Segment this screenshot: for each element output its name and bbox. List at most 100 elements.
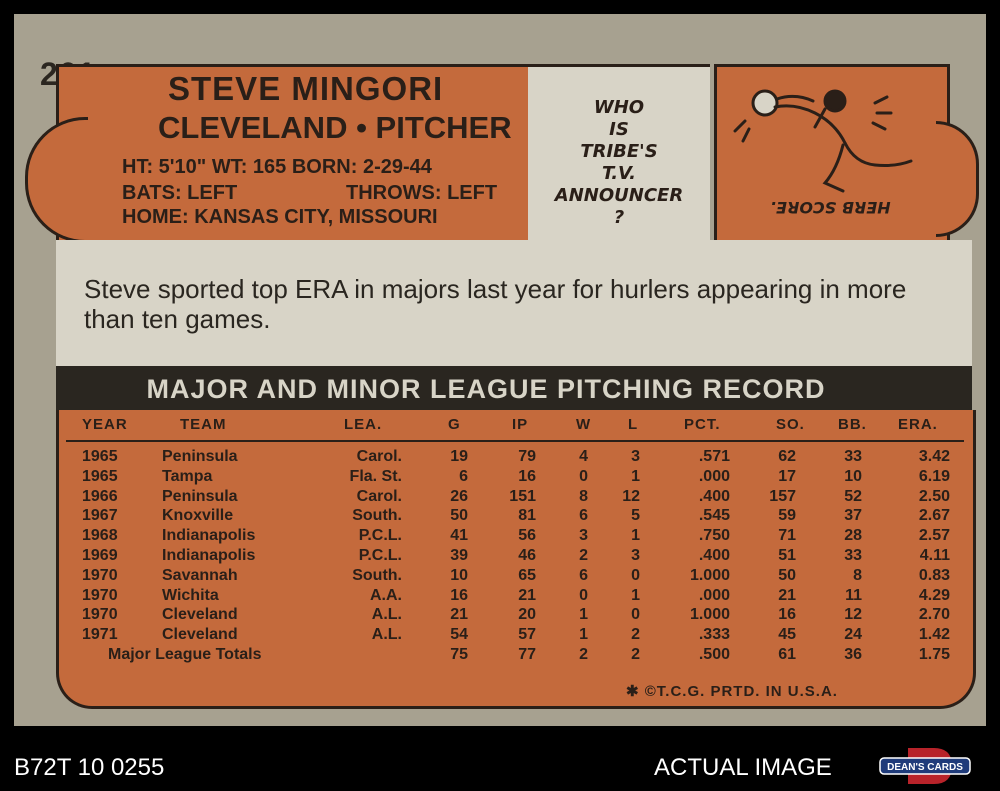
cell-year: 1965: [82, 448, 118, 465]
bats: BATS: LEFT: [122, 182, 238, 204]
cell-walks: 8: [853, 566, 862, 584]
cell-losses: 5: [631, 507, 640, 525]
record-title: MAJOR AND MINOR LEAGUE PITCHING RECORD: [146, 374, 826, 404]
cell-strikeouts: 50: [778, 566, 796, 584]
cell-wins: 4: [579, 448, 588, 465]
cell-league: South.: [352, 566, 402, 584]
header-divider: [66, 440, 964, 442]
cell-innings: 16: [518, 467, 536, 485]
cell-wins: 1: [579, 626, 588, 644]
cell-year: 1969: [82, 547, 118, 564]
cell-league: A.L.: [371, 626, 402, 644]
cell-games: 19: [450, 448, 468, 465]
quiz-question: WHO IS TRIBE'S T.V. ANNOUNCER ?: [554, 97, 684, 228]
cell-year: 1967: [82, 507, 118, 525]
deans-cards-logo: DEAN'S CARDS: [879, 748, 971, 784]
cell-year: 1970: [82, 586, 118, 604]
cell-walks: 11: [845, 586, 862, 604]
cell-wins: 0: [579, 586, 588, 604]
cell-team: Peninsula: [162, 448, 238, 465]
cell-walks: 37: [844, 507, 862, 525]
cell-league: P.C.L.: [358, 547, 402, 564]
cell-team: Savannah: [162, 566, 238, 584]
cell-strikeouts: 59: [778, 507, 796, 525]
cell-era: 2.70: [918, 606, 950, 624]
bio-text: Steve sported top ERA in majors last yea…: [84, 274, 907, 334]
cell-innings: 65: [518, 566, 536, 584]
cell-team: Tampa: [162, 467, 213, 485]
cell-era: 6.19: [918, 467, 950, 485]
cell-innings: 46: [518, 547, 536, 564]
cell-losses: 0: [631, 566, 640, 584]
cell-games: 54: [450, 626, 468, 644]
cell-league: South.: [352, 507, 402, 525]
cell-wins: 6: [579, 566, 588, 584]
total-wins: 2: [579, 646, 588, 663]
copyright: ✱ ©T.C.G. PRTD. IN U.S.A.: [626, 683, 838, 700]
cell-era: 2.57: [918, 527, 950, 545]
cell-walks: 24: [844, 626, 862, 644]
col-header-wins: W: [576, 416, 592, 433]
cell-walks: 10: [844, 467, 862, 485]
cell-team: Cleveland: [162, 626, 238, 644]
total-losses: 2: [631, 646, 640, 663]
total-strikeouts: 61: [778, 646, 796, 663]
cell-team: Indianapolis: [162, 527, 256, 545]
col-header-year: YEAR: [82, 416, 128, 433]
totals-label: Major League Totals: [108, 646, 262, 663]
cell-walks: 28: [844, 527, 862, 545]
cell-era: 4.29: [918, 586, 950, 604]
col-header-losses: L: [628, 416, 639, 433]
cell-year: 1968: [82, 527, 118, 545]
cartoon-panel: [714, 64, 979, 246]
cell-league: Carol.: [356, 448, 402, 465]
cell-year: 1970: [82, 566, 118, 584]
cell-wins: 8: [579, 487, 588, 505]
col-header-innings: IP: [512, 416, 529, 433]
cell-era: 0.83: [918, 566, 950, 584]
cell-pct: 1.000: [689, 566, 730, 584]
cell-wins: 3: [579, 527, 588, 545]
total-games: 75: [450, 646, 468, 663]
cell-innings: 81: [518, 507, 536, 525]
cell-league: A.L.: [371, 606, 402, 624]
cell-strikeouts: 71: [778, 527, 796, 545]
total-innings: 77: [518, 646, 536, 663]
cell-walks: 12: [844, 606, 862, 624]
home: HOME: KANSAS CITY, MISSOURI: [122, 206, 438, 228]
cell-innings: 151: [509, 487, 536, 505]
cell-strikeouts: 157: [769, 487, 796, 505]
cell-games: 16: [450, 586, 468, 604]
col-header-strikeouts: SO.: [776, 416, 805, 433]
cell-wins: 6: [579, 507, 588, 525]
cell-strikeouts: 21: [778, 586, 796, 604]
cell-losses: 3: [631, 547, 640, 564]
cell-strikeouts: 51: [778, 547, 796, 564]
cell-pct: .333: [698, 626, 730, 644]
height-weight-born: HT: 5'10" WT: 165 BORN: 2-29-44: [122, 156, 432, 178]
player-name: STEVE MINGORI: [168, 70, 444, 107]
cell-league: Fla. St.: [349, 467, 402, 485]
cell-pct: 1.000: [689, 606, 730, 624]
cell-strikeouts: 62: [778, 448, 796, 465]
cell-innings: 56: [518, 527, 536, 545]
cell-innings: 79: [518, 448, 536, 465]
cell-pct: .750: [698, 527, 730, 545]
cell-games: 21: [450, 606, 468, 624]
cell-losses: 12: [622, 487, 640, 505]
cell-year: 1966: [82, 487, 118, 505]
cell-walks: 52: [844, 487, 862, 505]
cell-games: 10: [450, 566, 468, 584]
cell-games: 6: [459, 467, 468, 485]
throws: THROWS: LEFT: [346, 182, 498, 204]
col-header-team: TEAM: [180, 416, 227, 433]
cell-walks: 33: [844, 448, 862, 465]
cell-wins: 0: [579, 467, 588, 485]
cell-league: A.A.: [370, 586, 402, 604]
cell-losses: 2: [631, 626, 640, 644]
col-header-walks: BB.: [838, 416, 867, 433]
quiz-panel: WHO IS TRIBE'S T.V. ANNOUNCER ?: [528, 64, 710, 246]
cell-team: Wichita: [162, 586, 219, 604]
cell-pct: .571: [698, 448, 730, 465]
stats-table: [56, 410, 976, 709]
